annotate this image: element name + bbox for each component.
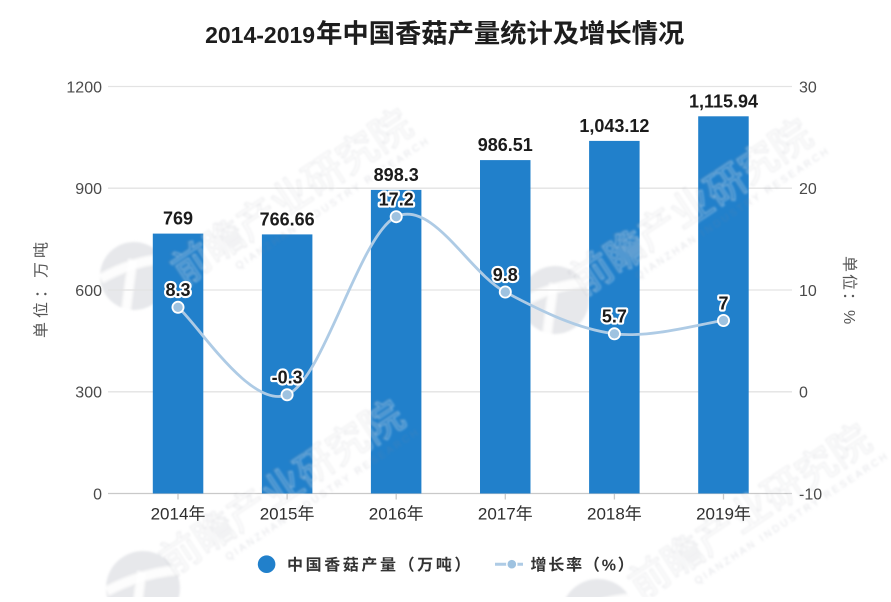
svg-text:-10: -10 bbox=[799, 486, 822, 503]
svg-text:1200: 1200 bbox=[66, 79, 102, 96]
svg-text:0: 0 bbox=[93, 486, 102, 503]
svg-text:2018: 2018 bbox=[587, 505, 625, 524]
svg-text:8.3: 8.3 bbox=[165, 280, 190, 300]
svg-text:%: % bbox=[840, 310, 857, 324]
svg-text:7: 7 bbox=[718, 293, 728, 313]
svg-text:9.8: 9.8 bbox=[493, 265, 518, 285]
svg-text:-0.3: -0.3 bbox=[272, 368, 303, 388]
svg-text:2017: 2017 bbox=[478, 505, 516, 524]
svg-text:%: % bbox=[602, 557, 616, 574]
svg-text:5.7: 5.7 bbox=[602, 307, 627, 327]
svg-text:300: 300 bbox=[75, 385, 102, 402]
svg-text:766.66: 766.66 bbox=[260, 209, 315, 229]
svg-text:17.2: 17.2 bbox=[379, 190, 414, 210]
svg-text:2014: 2014 bbox=[151, 505, 189, 524]
svg-text:1,115.94: 1,115.94 bbox=[689, 91, 758, 111]
svg-text:30: 30 bbox=[799, 79, 817, 96]
svg-text:2014-2019: 2014-2019 bbox=[205, 22, 315, 48]
svg-text:600: 600 bbox=[75, 283, 102, 300]
svg-text:2019: 2019 bbox=[696, 505, 734, 524]
svg-text:2016: 2016 bbox=[369, 505, 407, 524]
svg-text:10: 10 bbox=[799, 283, 817, 300]
svg-text:1,043.12: 1,043.12 bbox=[579, 116, 649, 136]
svg-text:986.51: 986.51 bbox=[478, 135, 533, 155]
svg-text:900: 900 bbox=[75, 181, 102, 198]
svg-text:2015: 2015 bbox=[260, 505, 298, 524]
svg-text:0: 0 bbox=[799, 385, 808, 402]
svg-text:898.3: 898.3 bbox=[374, 165, 419, 185]
svg-text:20: 20 bbox=[799, 181, 817, 198]
svg-text:769: 769 bbox=[163, 209, 193, 229]
